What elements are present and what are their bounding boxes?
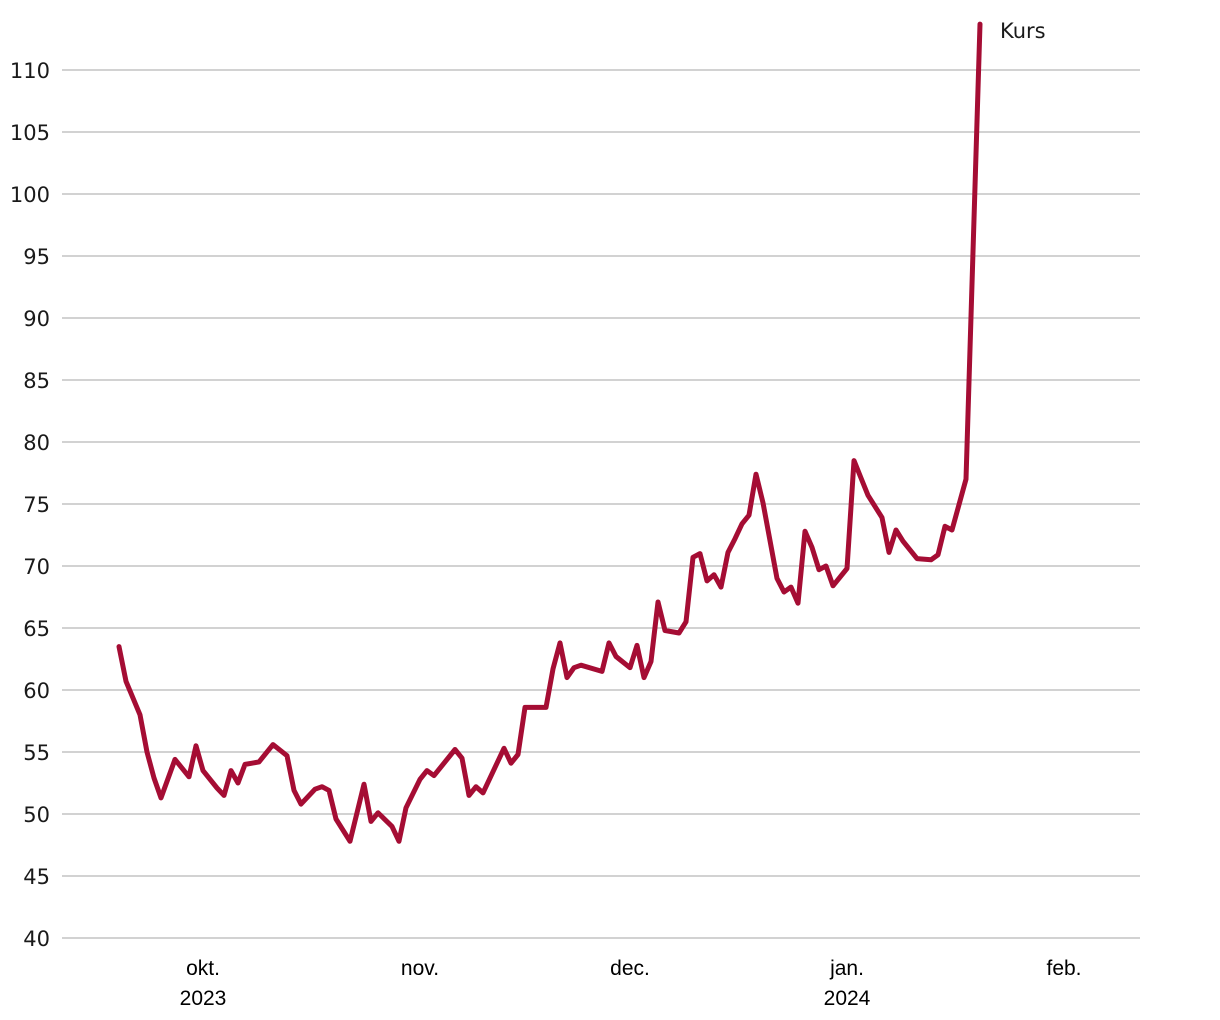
y-tick-label: 105 bbox=[10, 121, 50, 145]
x-tick-label: nov. bbox=[401, 957, 439, 980]
x-tick-label: okt. bbox=[186, 957, 220, 980]
series-layer: Kurs bbox=[116, 19, 1046, 844]
x-axis-ticks: okt. 2023 nov. dec. jan. 2024 feb. bbox=[180, 957, 1082, 1010]
x-tick-label: jan. bbox=[829, 957, 864, 980]
x-tick-year-label: 2024 bbox=[824, 987, 871, 1010]
y-tick-label: 100 bbox=[10, 183, 50, 207]
y-tick-label: 110 bbox=[10, 59, 50, 83]
gridlines bbox=[62, 69, 1140, 939]
series-line-kurs bbox=[116, 21, 983, 844]
y-axis-ticks: 40 45 50 55 60 65 70 75 80 85 90 95 100 105 110 bbox=[10, 59, 50, 951]
y-tick-label: 90 bbox=[23, 307, 50, 331]
series-label-kurs: Kurs bbox=[1000, 19, 1046, 43]
y-tick-label: 40 bbox=[23, 927, 50, 951]
y-tick-label: 65 bbox=[23, 617, 50, 641]
y-tick-label: 70 bbox=[23, 555, 50, 579]
y-tick-label: 85 bbox=[23, 369, 50, 393]
y-tick-label: 75 bbox=[23, 493, 50, 517]
y-tick-label: 45 bbox=[23, 865, 50, 889]
x-tick-year-label: 2023 bbox=[180, 987, 227, 1010]
y-tick-label: 60 bbox=[23, 679, 50, 703]
y-tick-label: 50 bbox=[23, 803, 50, 827]
x-tick-label: dec. bbox=[610, 957, 650, 980]
y-tick-label: 55 bbox=[23, 741, 50, 765]
y-tick-label: 80 bbox=[23, 431, 50, 455]
y-tick-label: 95 bbox=[23, 245, 50, 269]
x-tick-label: feb. bbox=[1046, 957, 1081, 980]
